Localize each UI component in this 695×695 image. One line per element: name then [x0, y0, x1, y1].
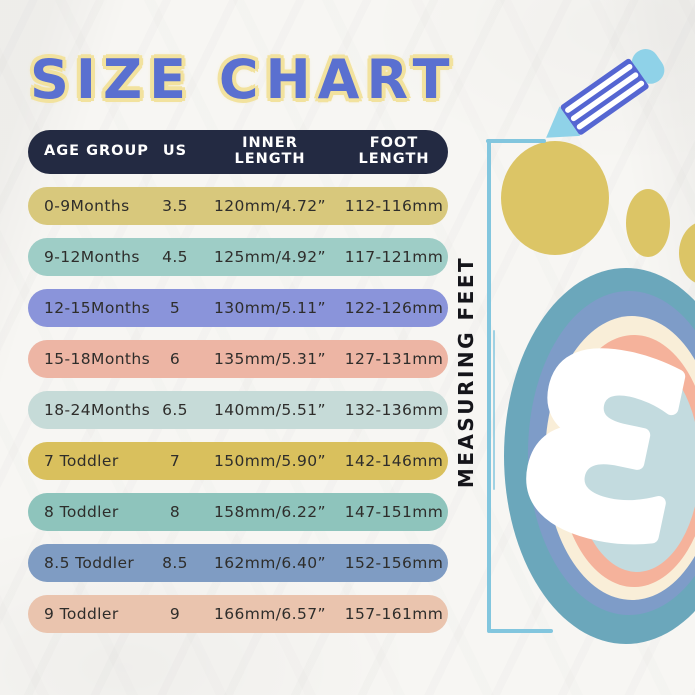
inner-length-cell: 120mm/4.72” — [214, 197, 326, 215]
age-group-cell: 12-15Months — [44, 299, 151, 317]
age-group-cell: 0-9Months — [44, 197, 130, 215]
inner-length-cell: 135mm/5.31” — [214, 350, 326, 368]
table-row: 9 Toddler 9 166mm/6.57” 157-161mm — [28, 595, 448, 633]
table-row: 18-24Months 6.5 140mm/5.51” 132-136mm — [28, 391, 448, 429]
us-size-cell: 8 — [169, 503, 181, 521]
table-row: 12-15Months 5 130mm/5.11” 122-126mm — [28, 289, 448, 327]
age-group-cell: 7 Toddler — [44, 452, 119, 470]
age-group-cell: 8.5 Toddler — [44, 554, 135, 572]
big-toe-shape — [501, 141, 609, 255]
pencil-icon — [546, 49, 665, 138]
size-table-body: 0-9Months 3.5 120mm/4.72” 112-116mm 9-12… — [28, 187, 448, 633]
us-size-cell: 5 — [169, 299, 181, 317]
toe-shape — [679, 223, 695, 283]
age-group-cell: 8 Toddler — [44, 503, 119, 521]
age-group-cell: 9-12Months — [44, 248, 140, 266]
table-row: 9-12Months 4.5 125mm/4.92” 117-121mm — [28, 238, 448, 276]
pencil-stripe — [565, 63, 633, 113]
table-row: 8 Toddler 8 158mm/6.22” 147-151mm — [28, 493, 448, 531]
header-age-group: AGE GROUP — [44, 143, 149, 160]
foot-length-cell: 152-156mm — [344, 554, 444, 572]
inner-length-cell: 166mm/6.57” — [214, 605, 326, 623]
toe-shape — [626, 189, 670, 257]
heel-layer-lightblue — [574, 356, 695, 572]
measuring-bracket-line-accent — [493, 330, 495, 490]
us-size-cell: 3.5 — [162, 197, 188, 215]
foot-length-cell: 112-116mm — [344, 197, 444, 215]
age-group-cell: 18-24Months — [44, 401, 151, 419]
inner-length-cell: 130mm/5.11” — [214, 299, 326, 317]
age-group-cell: 15-18Months — [44, 350, 151, 368]
inner-length-cell: 158mm/6.22” — [214, 503, 326, 521]
foot-swirl-shape: Ɛ — [497, 299, 695, 600]
us-size-cell: 9 — [169, 605, 181, 623]
foot-length-cell: 142-146mm — [344, 452, 444, 470]
us-size-cell: 6.5 — [162, 401, 188, 419]
size-table: AGE GROUP US INNER LENGTH FOOT LENGTH 0-… — [28, 130, 448, 646]
inner-length-cell: 150mm/5.90” — [214, 452, 326, 470]
pencil-tip — [546, 106, 581, 138]
table-row: 15-18Months 6 135mm/5.31” 127-131mm — [28, 340, 448, 378]
foot-length-cell: 117-121mm — [344, 248, 444, 266]
us-size-cell: 6 — [169, 350, 181, 368]
header-foot-length: FOOT LENGTH — [358, 135, 430, 167]
foot-length-cell: 122-126mm — [344, 299, 444, 317]
inner-length-cell: 140mm/5.51” — [214, 401, 326, 419]
table-row: 8.5 Toddler 8.5 162mm/6.40” 152-156mm — [28, 544, 448, 582]
pencil-stripe — [576, 80, 645, 130]
us-size-cell: 4.5 — [162, 248, 188, 266]
baby-foot-illustration: Ɛ — [490, 141, 695, 644]
foot-length-cell: 147-151mm — [344, 503, 444, 521]
pencil-stripe — [570, 72, 639, 122]
measuring-bracket-bottom-cap — [489, 629, 553, 633]
foot-length-cell: 132-136mm — [344, 401, 444, 419]
measuring-feet-label: MEASURING FEET — [454, 255, 478, 489]
table-row: 0-9Months 3.5 120mm/4.72” 112-116mm — [28, 187, 448, 225]
header-us: US — [162, 143, 188, 160]
us-size-cell: 7 — [169, 452, 181, 470]
age-group-cell: 9 Toddler — [44, 605, 119, 623]
header-inner-length: INNER LENGTH — [234, 135, 306, 167]
size-table-header: AGE GROUP US INNER LENGTH FOOT LENGTH — [28, 130, 448, 174]
page-title: SIZE CHART — [30, 48, 457, 111]
measuring-bracket-line — [487, 141, 491, 633]
foot-length-cell: 127-131mm — [344, 350, 444, 368]
inner-length-cell: 125mm/4.92” — [214, 248, 326, 266]
inner-length-cell: 162mm/6.40” — [214, 554, 326, 572]
measuring-bracket-top-cap — [486, 139, 546, 143]
us-size-cell: 8.5 — [162, 554, 188, 572]
foot-length-cell: 157-161mm — [344, 605, 444, 623]
table-row: 7 Toddler 7 150mm/5.90” 142-146mm — [28, 442, 448, 480]
